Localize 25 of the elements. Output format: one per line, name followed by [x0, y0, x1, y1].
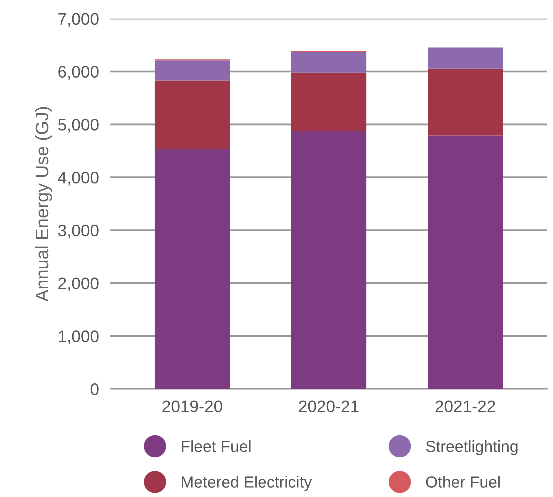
bar — [428, 136, 504, 390]
y-tick-label: 7,000 — [58, 13, 99, 28]
bar — [154, 60, 230, 81]
y-tick-label: 3,000 — [58, 224, 99, 239]
legend-label: Other Fuel — [426, 476, 500, 488]
y-axis-title: Annual Energy Use (GJ) — [35, 107, 52, 302]
legend-label: Fleet Fuel — [182, 440, 251, 452]
y-tick-label: 5,000 — [58, 119, 99, 133]
bar — [291, 52, 367, 73]
x-tick-label: 2021-22 — [436, 400, 496, 413]
bar — [291, 72, 367, 132]
y-tick-label: 0 — [90, 384, 99, 396]
bar — [428, 48, 504, 69]
x-tick-label: 2020-21 — [299, 400, 359, 413]
bar — [154, 149, 230, 390]
y-tick-label: 6,000 — [58, 66, 99, 80]
y-tick-label: 1,000 — [59, 330, 99, 344]
bar — [428, 68, 504, 136]
bar — [154, 80, 230, 150]
legend-label: Streetlighting — [426, 440, 518, 456]
y-tick-label: 2,000 — [58, 278, 99, 292]
bar — [291, 132, 367, 390]
x-tick-label: 2019-20 — [162, 400, 222, 413]
legend-label: Metered Electricity — [182, 476, 312, 492]
y-tick-label: 4,000 — [58, 172, 99, 186]
